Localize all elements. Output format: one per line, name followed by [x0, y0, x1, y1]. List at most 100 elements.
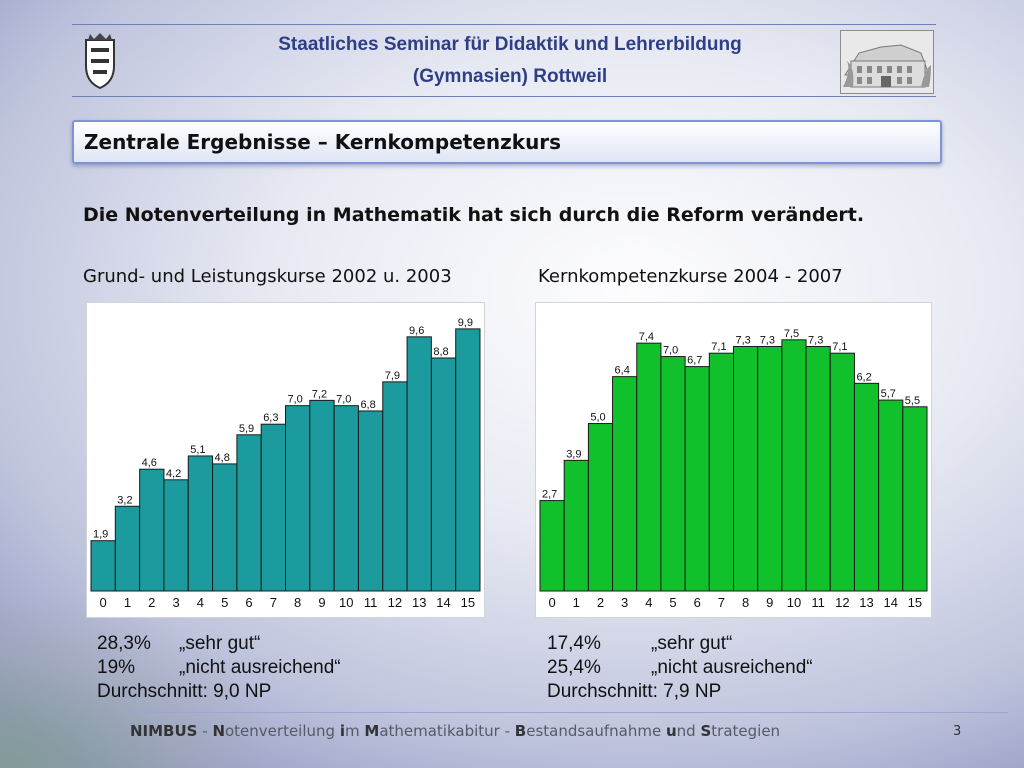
chart-1-x-tick-9: 9: [318, 595, 325, 610]
chart-2-x-tick-4: 4: [645, 595, 652, 610]
headline: Die Notenverteilung in Mathematik hat si…: [83, 204, 865, 226]
chart-1-bar-13: [406, 336, 432, 592]
chart-1-value-label-9: 7,2: [312, 388, 327, 400]
chart-1-bar-3: [163, 479, 189, 592]
chart-2-x-tick-5: 5: [669, 595, 676, 610]
chart-2-bar-1: [563, 459, 589, 592]
chart-1-bar-5: [212, 463, 238, 592]
chart-1-value-label-10: 7,0: [336, 394, 351, 406]
section-title-bar: Zentrale Ergebnisse – Kernkompetenzkurs: [72, 120, 942, 164]
chart-1-container: 1,9 0 3,2 1 4,6 2 4,2 3 5,1 4 4,8 5 5,9 6 6,3 7 7,0 8 7,2 9…: [86, 302, 485, 618]
chart-1-value-label-14: 8,8: [433, 346, 448, 358]
chart-2-value-label-4: 7,4: [639, 331, 654, 343]
chart-1-value-label-1: 3,2: [117, 494, 132, 506]
chart-1-bar-15: [455, 328, 481, 592]
chart-2-x-tick-12: 12: [835, 595, 849, 610]
seminar-building-image: [840, 30, 934, 94]
stats-right-sehr-gut-label: „sehr gut“: [651, 633, 733, 654]
chart-2-bar-2: [587, 423, 614, 592]
chart-2-x-tick-8: 8: [742, 595, 749, 610]
chart-1-value-label-4: 5,1: [190, 444, 205, 456]
chart-2-value-label-7: 7,1: [711, 341, 726, 353]
chart-2-x-tick-6: 6: [694, 595, 701, 610]
chart-1-x-tick-2: 2: [148, 595, 155, 610]
chart-2-x-tick-13: 13: [859, 595, 873, 610]
chart-2-x-tick-14: 14: [883, 595, 897, 610]
chart-1-bar-14: [430, 357, 457, 592]
chart-2-x-tick-3: 3: [621, 595, 628, 610]
chart-1-value-label-5: 4,8: [215, 452, 230, 464]
chart-2-bar-15: [902, 406, 928, 592]
chart-2-title: Kernkompetenzkurse 2004 - 2007: [538, 266, 843, 287]
chart-1-x-tick-12: 12: [388, 595, 402, 610]
stats-right: 17,4% „sehr gut“ 25,4% „nicht ausreichend“…: [547, 632, 813, 704]
chart-2-bar-0: [539, 500, 565, 592]
footer-text: NIMBUS - Notenverteilung im Mathematikab…: [130, 722, 781, 740]
chart-2-bar-3: [612, 376, 638, 592]
chart-1-x-tick-5: 5: [221, 595, 228, 610]
chart-2-bar-10: [781, 339, 807, 592]
chart-2-value-label-3: 6,4: [615, 365, 630, 377]
stats-left-nicht-ausreichend-pct: 19%: [97, 657, 136, 678]
chart-2-bar-14: [878, 399, 904, 592]
stats-left-sehr-gut-pct: 28,3%: [97, 633, 151, 654]
chart-2: 2,7 0 3,9 1 5,0 2 6,4 3 7,4 4 7,0 5 6,7 6 7,1 7 7,3 8 7,3 9…: [539, 328, 928, 610]
header-line-2: (Gymnasien) Rottweil: [412, 66, 608, 87]
chart-1-bar-8: [285, 405, 311, 592]
chart-1-value-label-8: 7,0: [288, 394, 303, 406]
section-title: Zentrale Ergebnisse – Kernkompetenzkurs: [84, 130, 562, 154]
chart-1-bar-0: [90, 540, 116, 592]
stats-right-nicht-ausreichend-pct: 25,4%: [547, 657, 601, 678]
chart-2-value-label-13: 6,2: [856, 371, 871, 383]
chart-2-value-label-2: 5,0: [590, 412, 605, 424]
chart-1-bar-11: [357, 410, 384, 592]
header-top-rule: [72, 24, 936, 25]
chart-2-x-tick-15: 15: [908, 595, 922, 610]
chart-2-x-tick-1: 1: [573, 595, 580, 610]
chart-1-bar-1: [114, 505, 141, 592]
chart-1-x-tick-13: 13: [412, 595, 426, 610]
chart-2-bar-8: [733, 345, 759, 592]
chart-1-value-label-2: 4,6: [142, 457, 157, 469]
chart-1-x-tick-3: 3: [172, 595, 179, 610]
chart-2-container: 2,7 0 3,9 1 5,0 2 6,4 3 7,4 4 7,0 5 6,7 6 7,1 7 7,3 8 7,3 9…: [535, 302, 932, 618]
chart-2-x-tick-7: 7: [718, 595, 725, 610]
chart-1-value-label-12: 7,9: [385, 370, 400, 382]
chart-2-value-label-9: 7,3: [760, 334, 775, 346]
chart-1-bar-4: [187, 455, 214, 592]
chart-1: 1,9 0 3,2 1 4,6 2 4,2 3 5,1 4 4,8 5 5,9 6 6,3 7 7,0 8 7,2 9…: [90, 317, 481, 610]
chart-2-value-label-15: 5,5: [905, 395, 920, 407]
chart-2-bar-6: [684, 366, 710, 592]
stats-right-sehr-gut-pct: 17,4%: [547, 633, 601, 654]
stats-left-nicht-ausreichend-label: „nicht ausreichend“: [179, 657, 341, 678]
footer-rule: [120, 712, 1008, 713]
chart-2-bar-13: [853, 382, 880, 592]
chart-1-value-label-3: 4,2: [166, 468, 181, 480]
chart-1-x-tick-1: 1: [124, 595, 131, 610]
chart-2-bar-5: [660, 356, 686, 592]
chart-2-value-label-11: 7,3: [808, 334, 823, 346]
chart-1-value-label-7: 6,3: [263, 412, 278, 424]
chart-1-bar-12: [382, 381, 408, 592]
chart-1-value-label-6: 5,9: [239, 423, 254, 435]
chart-1-x-tick-7: 7: [270, 595, 277, 610]
chart-2-x-tick-11: 11: [811, 595, 825, 610]
coat-of-arms-icon: [85, 33, 115, 90]
chart-2-value-label-6: 6,7: [687, 355, 702, 367]
chart-2-bar-4: [636, 342, 662, 592]
chart-2-value-label-10: 7,5: [784, 328, 799, 340]
chart-2-x-tick-10: 10: [787, 595, 801, 610]
chart-1-bar-6: [236, 434, 262, 592]
chart-1-bar-9: [309, 399, 335, 592]
stats-left: 28,3% „sehr gut“ 19% „nicht ausreichend“ D…: [97, 632, 341, 704]
chart-1-x-tick-14: 14: [436, 595, 450, 610]
chart-2-x-tick-2: 2: [597, 595, 604, 610]
chart-1-x-tick-6: 6: [245, 595, 252, 610]
chart-1-value-label-11: 6,8: [360, 399, 375, 411]
chart-2-value-label-5: 7,0: [663, 345, 678, 357]
chart-1-x-tick-4: 4: [197, 595, 204, 610]
chart-2-value-label-8: 7,3: [736, 334, 751, 346]
chart-2-x-tick-0: 0: [548, 595, 555, 610]
chart-1-x-tick-11: 11: [364, 595, 378, 610]
chart-2-bar-12: [829, 352, 855, 592]
